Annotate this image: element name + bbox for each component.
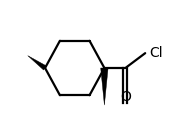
Polygon shape [28, 56, 46, 70]
Text: Cl: Cl [149, 46, 163, 60]
Text: O: O [120, 90, 131, 104]
Polygon shape [101, 68, 108, 105]
